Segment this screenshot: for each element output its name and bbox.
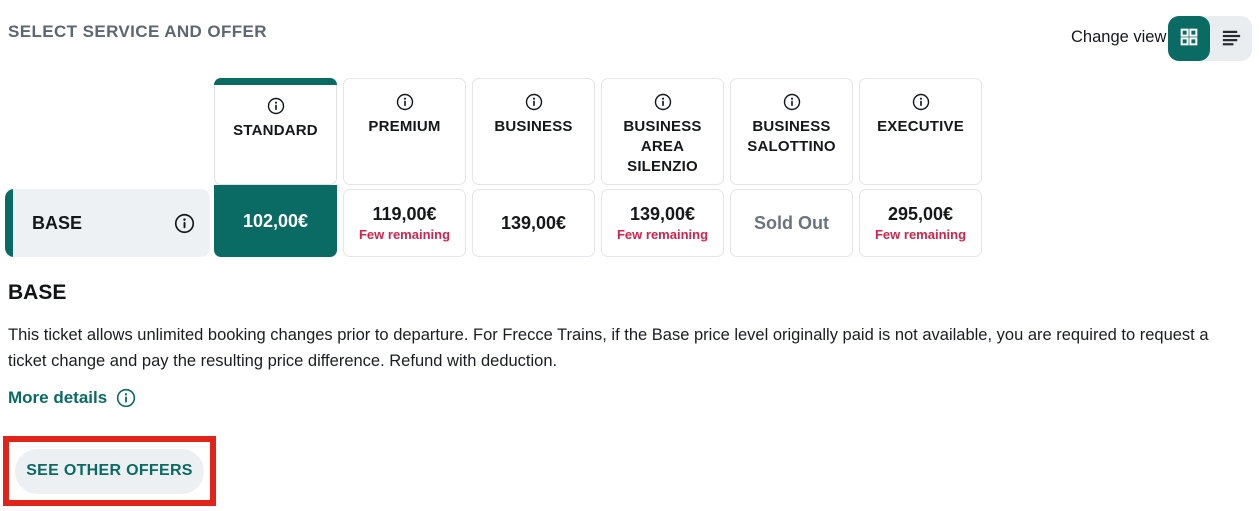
change-view-label: Change view [1071, 28, 1167, 46]
service-name: BUSINESS AREA SILENZIO [623, 118, 702, 175]
service-header-executive[interactable]: EXECUTIVE [859, 78, 982, 185]
info-icon[interactable] [396, 93, 414, 111]
service-header-row: STANDARD PREMIUM BUSINESS BUSINESS AREA … [214, 78, 982, 185]
price-row-base: 102,00€ 119,00€ Few remaining 139,00€ 13… [214, 185, 982, 257]
service-header-business-salottino[interactable]: BUSINESS SALOTTINO [730, 78, 853, 185]
price-cell-business-area-silenzio[interactable]: 139,00€ Few remaining [601, 189, 724, 257]
info-icon[interactable] [912, 93, 930, 111]
offer-row-name: BASE [32, 212, 83, 233]
price-value: 139,00€ [500, 212, 567, 233]
service-header-standard[interactable]: STANDARD [214, 78, 337, 185]
price-value: 295,00€ [887, 204, 954, 224]
price-cell-premium[interactable]: 119,00€ Few remaining [343, 189, 466, 257]
service-name: EXECUTIVE [877, 118, 964, 135]
info-icon[interactable] [654, 93, 672, 111]
grid-view-button[interactable] [1168, 16, 1210, 61]
page-title: SELECT SERVICE AND OFFER [8, 22, 267, 41]
offer-row-label-base: BASE [5, 189, 210, 257]
price-cell-executive[interactable]: 295,00€ Few remaining [859, 189, 982, 257]
see-other-offers-button[interactable]: SEE OTHER OFFERS [15, 448, 204, 494]
info-icon[interactable] [525, 93, 543, 111]
availability-note: Few remaining [358, 227, 451, 242]
info-icon[interactable] [783, 93, 801, 111]
service-name: STANDARD [233, 122, 318, 139]
service-header-business-area-silenzio[interactable]: BUSINESS AREA SILENZIO [601, 78, 724, 185]
price-value: 102,00€ [242, 210, 309, 231]
price-cell-business-salottino: Sold Out [730, 189, 853, 257]
service-header-premium[interactable]: PREMIUM [343, 78, 466, 185]
availability-note: Few remaining [616, 227, 709, 242]
service-name: BUSINESS SALOTTINO [747, 118, 836, 155]
price-cell-business[interactable]: 139,00€ [472, 189, 595, 257]
more-details-link[interactable]: More details [8, 388, 136, 408]
view-toggle [1168, 16, 1252, 61]
service-name: BUSINESS [494, 118, 573, 135]
service-name: PREMIUM [368, 118, 441, 135]
info-icon[interactable] [174, 213, 195, 234]
offer-detail-title: BASE [8, 281, 67, 304]
sold-out-label: Sold Out [754, 212, 829, 233]
list-view-icon [1220, 26, 1243, 52]
price-value: 119,00€ [372, 204, 437, 224]
offer-description: This ticket allows unlimited booking cha… [8, 326, 1209, 370]
availability-note: Few remaining [874, 227, 967, 242]
info-icon [116, 388, 136, 408]
info-icon[interactable] [267, 97, 285, 115]
annotation-red-box: SEE OTHER OFFERS [3, 436, 216, 506]
grid-view-icon [1178, 26, 1200, 51]
price-cell-standard[interactable]: 102,00€ [214, 185, 337, 257]
service-header-business[interactable]: BUSINESS [472, 78, 595, 185]
list-view-button[interactable] [1210, 16, 1252, 61]
more-details-label: More details [8, 388, 108, 407]
price-value: 139,00€ [629, 204, 696, 224]
